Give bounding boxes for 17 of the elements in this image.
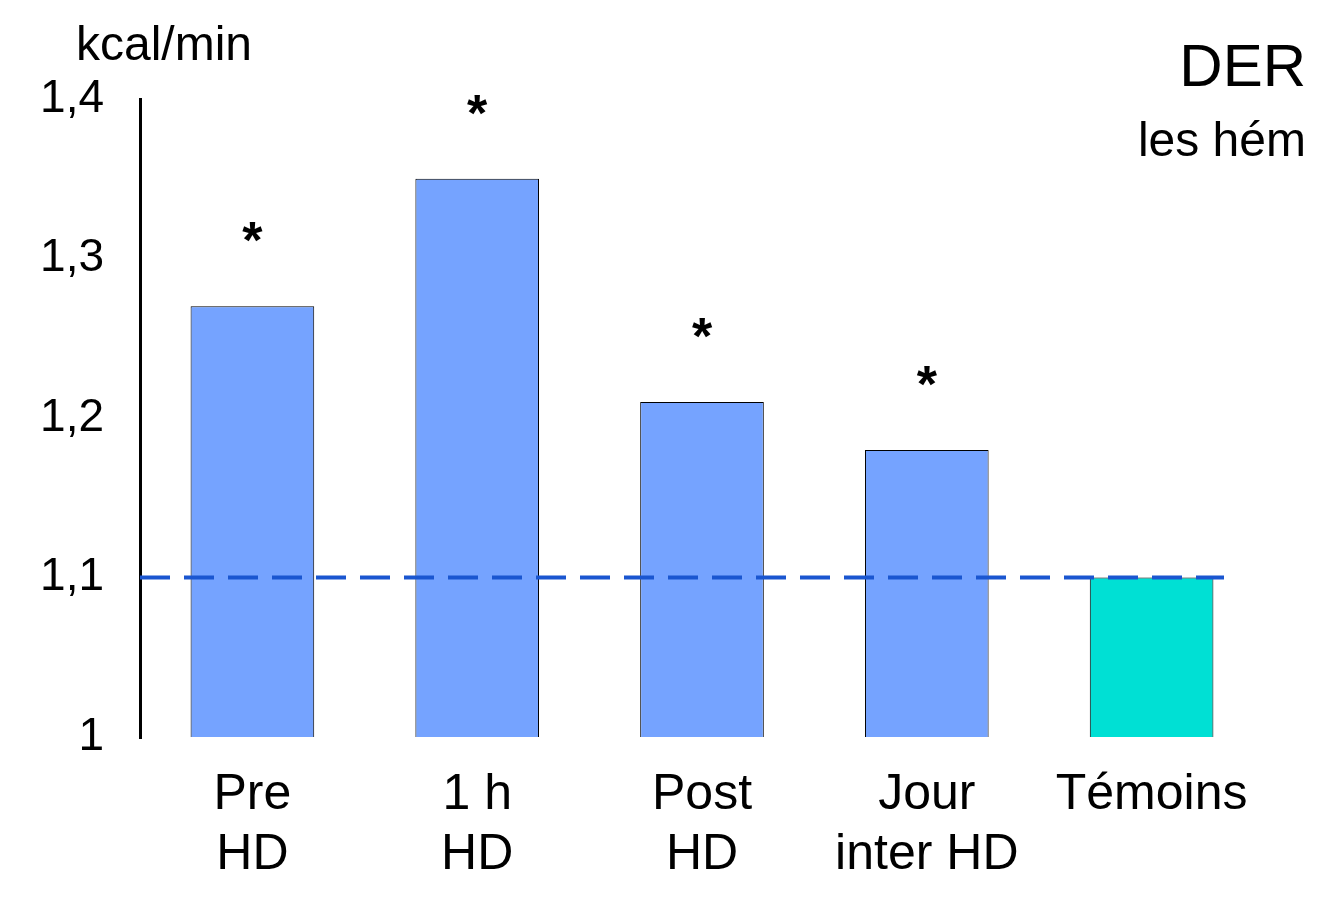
- y-tick-label: 1,1: [40, 548, 104, 601]
- y-axis-title: kcal/min: [76, 17, 253, 70]
- annotation: *: [916, 354, 938, 413]
- y-tick-label: 1: [78, 707, 104, 760]
- x-tick-label: 1 h HD: [441, 763, 514, 880]
- x-tick-label: Post HD: [651, 763, 753, 880]
- annotation: *: [467, 83, 489, 142]
- y-tick-label: 1,3: [40, 229, 104, 282]
- chart-title: DER: [1179, 32, 1306, 99]
- x-tick-label: Témoins: [1055, 763, 1248, 820]
- annotation: *: [691, 307, 713, 366]
- x-tick-label: Pre HD: [213, 763, 292, 880]
- y-tick-label: 1,2: [40, 388, 104, 441]
- annotation: *: [242, 211, 264, 270]
- chart-subtitle: les hém: [1137, 113, 1306, 166]
- y-tick-label: 1,4: [40, 69, 104, 122]
- x-tick-label: Jour inter HD: [835, 763, 1019, 880]
